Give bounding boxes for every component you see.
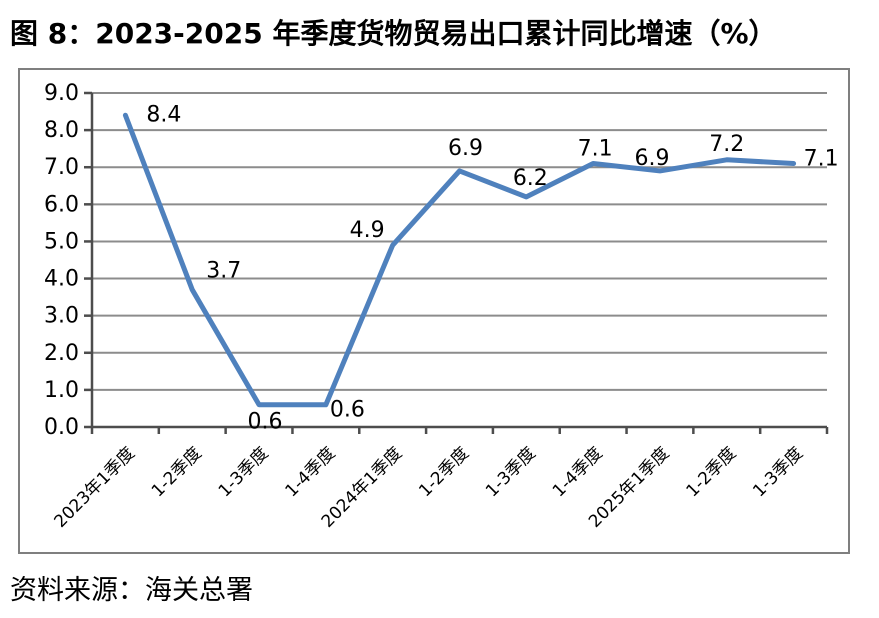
y-tick-label: 5.0: [44, 229, 79, 254]
data-label: 6.2: [513, 166, 548, 191]
y-tick-label: 0.0: [44, 415, 79, 440]
series-line: [122, 112, 797, 408]
y-tick-label: 1.0: [44, 378, 79, 403]
data-label: 8.4: [146, 102, 181, 127]
source-note: 资料来源：海关总署: [10, 575, 253, 606]
y-tick-label: 7.0: [44, 155, 79, 180]
y-tick-label: 6.0: [44, 192, 79, 217]
y-tick-label: 8.0: [44, 118, 79, 143]
y-tick-label: 9.0: [44, 81, 79, 106]
x-tick-label: 2023年1季度: [50, 443, 138, 531]
x-tick-label: 1-2季度: [682, 443, 740, 501]
x-tick-label: 1-4季度: [549, 443, 607, 501]
y-tick-label: 4.0: [44, 267, 79, 292]
data-label: 7.1: [804, 147, 839, 172]
y-tick-label: 2.0: [44, 341, 79, 366]
data-label: 7.2: [709, 132, 744, 157]
figure-title: 图 8：2023-2025 年季度货物贸易出口累计同比增速（%）: [10, 17, 777, 50]
x-tick-label: 1-4季度: [282, 443, 340, 501]
x-tick-label: 1-3季度: [749, 443, 807, 501]
data-label: 4.9: [350, 218, 385, 243]
x-tick-label: 1-2季度: [415, 443, 473, 501]
y-tick-label: 3.0: [44, 304, 79, 329]
x-tick-label: 1-3季度: [482, 443, 540, 501]
x-tick-label: 1-2季度: [148, 443, 206, 501]
chart-plot-area: 0.0 1.0 2.0 3.0 4.0 5.0 6.0 7.0 8.0 9.0 2023年1季度 1-…: [18, 68, 850, 554]
data-label: 6.9: [634, 146, 669, 171]
x-tick-label: 1-3季度: [215, 443, 273, 501]
data-label: 0.6: [330, 398, 365, 423]
data-label: 7.1: [578, 137, 613, 162]
data-label: 6.9: [448, 136, 483, 161]
data-label: 3.7: [206, 259, 241, 284]
data-label: 0.6: [248, 410, 283, 435]
